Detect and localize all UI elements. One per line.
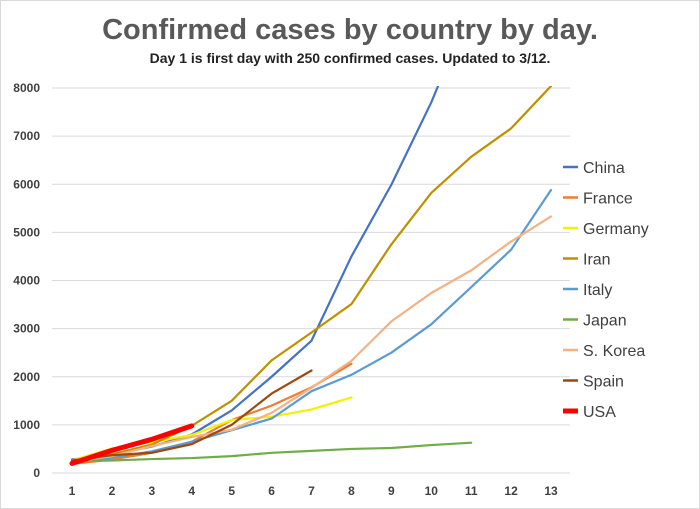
legend-label: Japan <box>583 313 627 330</box>
series-line-s-korea <box>70 215 553 464</box>
series-line-italy <box>70 188 553 464</box>
series-line-usa <box>69 423 195 466</box>
x-tick-label: 10 <box>425 484 439 498</box>
legend-label: USA <box>583 404 616 421</box>
x-tick-label: 6 <box>268 484 275 498</box>
x-tick-label: 8 <box>348 484 355 498</box>
y-tick-label: 1000 <box>13 418 40 432</box>
x-tick-label: 3 <box>148 484 155 498</box>
legend-label: China <box>583 160 625 177</box>
y-tick-label: 0 <box>33 466 40 480</box>
y-tick-label: 8000 <box>13 81 40 95</box>
legend-label: France <box>583 191 633 208</box>
y-tick-label: 6000 <box>13 177 40 191</box>
x-tick-label: 4 <box>188 484 195 498</box>
chart-subtitle: Day 1 is first day with 250 confirmed ca… <box>149 50 551 66</box>
legend-label: Germany <box>583 221 649 238</box>
y-tick-label: 5000 <box>13 225 40 239</box>
legend-label: Italy <box>583 282 612 299</box>
y-tick-label: 3000 <box>13 322 40 336</box>
x-tick-label: 1 <box>69 484 76 498</box>
legend-label: S. Korea <box>583 343 645 360</box>
x-tick-label: 9 <box>388 484 395 498</box>
x-tick-label: 11 <box>465 484 478 498</box>
x-tick-label: 13 <box>544 484 558 498</box>
series-line-japan <box>70 441 473 463</box>
x-tick-label: 2 <box>109 484 116 498</box>
y-tick-label: 7000 <box>13 129 40 143</box>
chart-title: Confirmed cases by country by day. <box>102 14 598 46</box>
legend-label: Iran <box>583 252 611 269</box>
y-tick-label: 2000 <box>13 370 40 384</box>
x-tick-label: 12 <box>504 484 518 498</box>
series-line-spain <box>70 369 313 462</box>
y-tick-label: 4000 <box>13 274 40 288</box>
series-line-iran <box>70 86 553 463</box>
x-tick-label: 5 <box>228 484 235 498</box>
series-line-france <box>70 362 353 465</box>
legend-label: Spain <box>583 374 624 391</box>
x-tick-label: 7 <box>308 484 315 498</box>
